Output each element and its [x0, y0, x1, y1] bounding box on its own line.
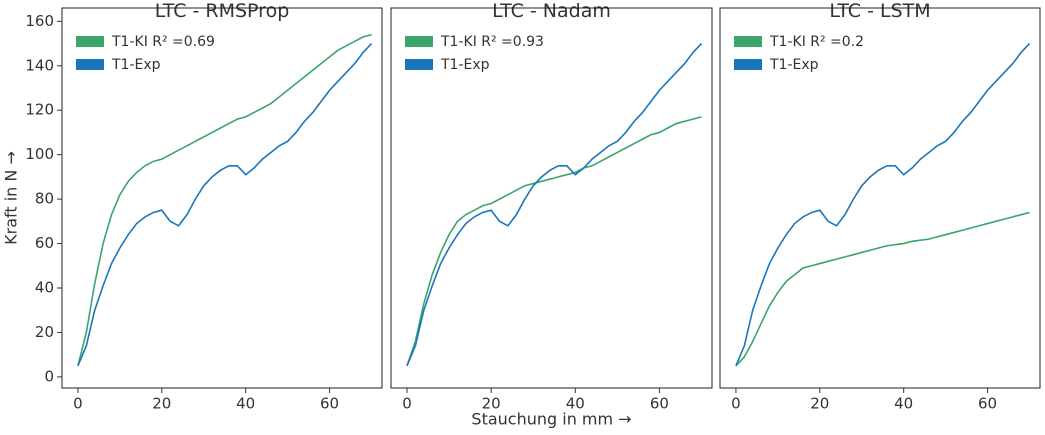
legend-label: T1-KI R² =0.93	[440, 34, 544, 50]
legend-label: T1-Exp	[440, 57, 490, 73]
y-tick-label: 160	[25, 12, 54, 30]
x-tick-label: 20	[152, 395, 171, 413]
line-series	[406, 43, 703, 367]
line-series	[77, 33, 372, 366]
legend-label: T1-Exp	[111, 57, 161, 73]
legend-swatch	[734, 36, 762, 47]
y-tick-label: 20	[35, 323, 54, 341]
x-tick-label: 0	[402, 395, 412, 413]
panel-title: LTC - LSTM	[829, 0, 930, 22]
legend-swatch	[405, 36, 433, 47]
x-tick-label: 0	[731, 395, 741, 413]
x-tick-label: 40	[566, 395, 585, 413]
x-tick-label: 40	[894, 395, 913, 413]
plot-frame	[390, 7, 713, 389]
y-tick-label: 40	[35, 279, 54, 297]
line-series	[735, 211, 1030, 367]
y-tick-label: 0	[44, 367, 54, 385]
x-tick-label: 60	[978, 395, 997, 413]
y-tick-label: 60	[35, 234, 54, 252]
x-tick-label: 20	[810, 395, 829, 413]
x-tick-label: 60	[320, 395, 339, 413]
y-tick-label: 80	[35, 190, 54, 208]
line-series	[735, 43, 1031, 367]
y-tick-label: 120	[25, 101, 54, 119]
panel-title: LTC - RMSProp	[155, 0, 290, 22]
legend-swatch	[76, 36, 104, 47]
plot-frame	[61, 7, 383, 389]
y-tick-label: 100	[25, 145, 54, 163]
legend-label: T1-Exp	[769, 57, 819, 73]
x-axis-label: Stauchung in mm →	[471, 410, 631, 429]
legend-label: T1-KI R² =0.69	[111, 34, 215, 50]
legend-swatch	[405, 59, 433, 70]
panel-title: LTC - Nadam	[492, 0, 611, 22]
x-tick-label: 40	[236, 395, 255, 413]
plot-frame	[719, 7, 1041, 389]
legend-label: T1-KI R² =0.2	[769, 34, 864, 50]
y-axis-label: Kraft in N →	[2, 151, 21, 245]
x-tick-label: 20	[482, 395, 501, 413]
line-series	[77, 43, 373, 367]
legend-swatch	[76, 59, 104, 70]
x-tick-label: 0	[73, 395, 83, 413]
x-tick-label: 60	[650, 395, 669, 413]
legend-swatch	[734, 59, 762, 70]
y-tick-label: 140	[25, 56, 54, 74]
line-series	[406, 116, 702, 367]
